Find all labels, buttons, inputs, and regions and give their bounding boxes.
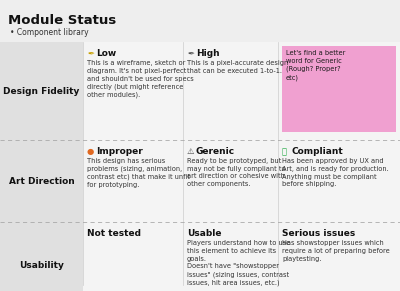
Text: Let's find a better
word for Generic
(Rough? Proper?
etc): Let's find a better word for Generic (Ro… [286,50,345,81]
Bar [0,140,83,222]
Text: Improper: Improper [96,147,143,156]
Bar [83,222,400,291]
Text: Serious issues: Serious issues [282,229,355,238]
Text: Compliant: Compliant [291,147,343,156]
Text: ✒: ✒ [187,49,194,58]
Text: Usable: Usable [187,229,222,238]
Text: Ready to be prototyped, but
may not be fully compliant to
art direction or cohes: Ready to be prototyped, but may not be f… [187,158,286,187]
Text: Players understand how to use
this element to achieve its
goals.
Doesn't have "s: Players understand how to use this eleme… [187,240,290,286]
Text: ●: ● [87,147,94,156]
Text: ✒: ✒ [87,49,94,58]
Text: Module Status: Module Status [8,14,116,27]
Text: Design Fidelity: Design Fidelity [3,86,80,95]
Text: This is a wireframe, sketch or
diagram. It's not pixel-perfect
and shouldn't be : This is a wireframe, sketch or diagram. … [87,60,194,98]
Text: This is a pixel-accurate design
that can be executed 1-to-1.: This is a pixel-accurate design that can… [187,60,288,74]
Text: Has showstopper issues which
require a lot of preparing before
playtesting.: Has showstopper issues which require a l… [282,240,390,262]
Text: ⚠: ⚠ [187,147,194,156]
Bar [0,222,83,291]
Bar [282,46,396,132]
Bar [83,140,400,222]
Text: High: High [196,49,220,58]
Text: This design has serious
problems (sizing, animation,
contrast etc) that make it : This design has serious problems (sizing… [87,158,190,188]
Text: Not tested: Not tested [87,229,141,238]
Text: Usability: Usability [19,262,64,271]
Text: ✅: ✅ [282,147,287,156]
Text: Has been approved by UX and
Art, and is ready for production.
Anything must be c: Has been approved by UX and Art, and is … [282,158,389,187]
Text: Gerenic: Gerenic [196,147,235,156]
Text: Art Direction: Art Direction [9,177,74,185]
Text: Low: Low [96,49,116,58]
Text: • Component library: • Component library [10,28,89,37]
Bar [0,42,83,140]
Bar [83,42,400,140]
